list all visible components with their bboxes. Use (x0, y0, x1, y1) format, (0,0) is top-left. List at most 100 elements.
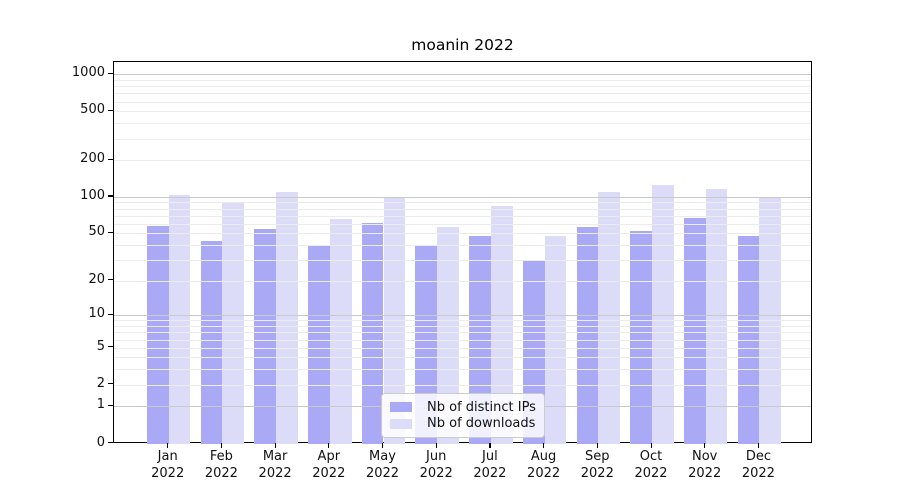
grid-layer (114, 62, 811, 442)
minor-gridline-60 (114, 223, 811, 225)
major-gridline-100 (114, 196, 811, 198)
minor-gridline-30 (114, 259, 811, 261)
minor-gridline-6 (114, 339, 811, 341)
minor-gridline-900 (114, 79, 811, 81)
x-tick-label-feb: Feb 2022 (204, 449, 238, 481)
y-tick-mark-50 (108, 231, 113, 234)
x-tick-mark-apr (328, 443, 330, 448)
y-tick-label-100: 100 (80, 187, 105, 203)
x-tick-label-jan: Jan 2022 (151, 449, 185, 481)
bar-jul-downloads (490, 206, 513, 444)
y-tick-mark-10 (108, 313, 113, 316)
legend-swatch-downloads (390, 418, 412, 429)
minor-gridline-300 (114, 138, 811, 140)
bar-may-downloads (383, 196, 406, 444)
y-tick-label-20: 20 (88, 271, 105, 287)
x-tick-mark-feb (220, 443, 223, 448)
minor-gridline-800 (114, 86, 811, 88)
minor-gridline-3 (114, 369, 811, 371)
x-tick-label-apr: Apr 2022 (312, 449, 346, 481)
y-tick-label-1000: 1000 (71, 65, 105, 81)
legend-row-downloads: Nb of downloads (390, 416, 536, 433)
bar-nov-distinct-ips (683, 218, 706, 444)
x-tick-label-jun: Jun 2022 (419, 449, 453, 481)
legend-label-distinct-ips: Nb of distinct IPs (427, 399, 536, 415)
legend-label-downloads: Nb of downloads (427, 416, 536, 432)
bar-may-distinct-ips (361, 222, 384, 444)
minor-gridline-600 (114, 101, 811, 103)
y-tick-mark-200 (108, 158, 113, 160)
y-tick-mark-0 (108, 442, 113, 444)
bar-apr-distinct-ips (308, 245, 330, 444)
minor-gridline-20 (114, 280, 811, 282)
minor-gridline-7 (114, 332, 811, 334)
x-tick-label-sep: Sep 2022 (580, 449, 614, 481)
y-tick-mark-1000 (108, 72, 113, 74)
minor-gridline-500 (114, 111, 811, 113)
minor-gridline-200 (114, 160, 811, 162)
x-tick-mark-mar (274, 443, 276, 448)
bar-sep-downloads (598, 192, 621, 444)
y-tick-label-1: 1 (96, 397, 105, 413)
x-tick-mark-jul (489, 443, 491, 448)
bar-apr-downloads (329, 218, 352, 444)
minor-gridline-700 (114, 93, 811, 95)
x-tick-label-aug: Aug 2022 (527, 449, 561, 481)
minor-gridline-8 (114, 326, 811, 328)
x-tick-mark-nov (704, 443, 706, 448)
bar-mar-downloads (276, 191, 298, 444)
plot-area: Nb of distinct IPs Nb of downloads (113, 61, 812, 444)
y-tick-mark-5 (108, 346, 113, 348)
minor-gridline-40 (114, 245, 811, 247)
x-tick-mark-sep (596, 443, 598, 448)
minor-gridline-4 (114, 357, 811, 359)
y-tick-label-0: 0 (96, 434, 105, 450)
bar-feb-distinct-ips (200, 241, 223, 444)
minor-gridline-70 (114, 215, 811, 217)
minor-gridline-90 (114, 202, 811, 204)
x-tick-mark-jan (167, 443, 169, 448)
x-tick-label-nov: Nov 2022 (688, 449, 722, 481)
y-tick-mark-500 (108, 109, 113, 111)
legend: Nb of distinct IPs Nb of downloads (381, 393, 545, 438)
y-tick-mark-1 (108, 404, 113, 407)
chart-title: moanin 2022 (411, 36, 514, 54)
bar-jan-distinct-ips (146, 225, 169, 444)
legend-row-distinct-ips: Nb of distinct IPs (390, 399, 536, 416)
y-tick-label-2: 2 (96, 375, 105, 391)
y-tick-label-200: 200 (80, 151, 105, 167)
minor-gridline-400 (114, 123, 811, 125)
bar-jan-downloads (168, 195, 191, 444)
y-tick-label-50: 50 (88, 224, 105, 240)
y-tick-label-10: 10 (88, 306, 105, 322)
y-tick-mark-2 (108, 383, 113, 385)
x-tick-label-may: May 2022 (365, 449, 400, 481)
minor-gridline-2 (114, 384, 811, 386)
minor-gridline-9 (114, 320, 811, 322)
x-tick-label-jul: Jul 2022 (473, 449, 507, 481)
bar-oct-downloads (652, 184, 674, 444)
minor-gridline-5 (114, 347, 811, 349)
y-tick-label-5: 5 (96, 338, 105, 354)
x-tick-mark-dec (757, 443, 760, 448)
major-gridline-1000 (114, 74, 811, 76)
y-tick-label-500: 500 (80, 102, 105, 118)
y-tick-mark-20 (108, 279, 113, 281)
x-tick-label-dec: Dec 2022 (741, 449, 775, 481)
bar-mar-distinct-ips (254, 229, 277, 444)
bar-oct-distinct-ips (630, 231, 652, 444)
major-gridline-10 (114, 315, 811, 317)
x-tick-label-mar: Mar 2022 (258, 449, 292, 481)
minor-gridline-80 (114, 208, 811, 210)
y-tick-mark-100 (108, 195, 113, 197)
legend-swatch-distinct-ips (390, 402, 412, 413)
bar-nov-downloads (705, 189, 728, 444)
x-tick-mark-aug (543, 443, 545, 448)
bar-feb-downloads (222, 201, 245, 444)
minor-gridline-50 (114, 233, 811, 235)
x-tick-mark-jun (435, 443, 437, 448)
x-tick-mark-may (382, 443, 384, 448)
x-tick-mark-oct (650, 443, 652, 448)
x-tick-label-oct: Oct 2022 (634, 449, 668, 481)
